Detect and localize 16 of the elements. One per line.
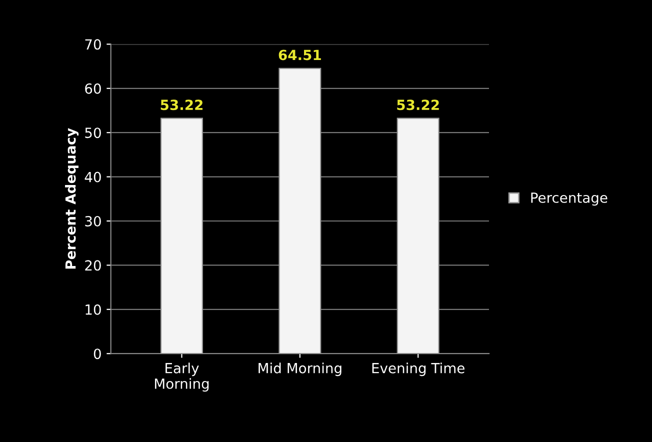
y-tick-label: 20 xyxy=(85,260,101,271)
data-label: 53.22 xyxy=(160,100,203,110)
data-label: 64.51 xyxy=(278,50,321,60)
y-tick-label: 30 xyxy=(85,216,101,226)
y-tick-label: 50 xyxy=(85,128,101,138)
y-tick-label: 60 xyxy=(85,83,101,94)
x-tick-label: Early Morning xyxy=(154,362,209,392)
x-tick-label: Mid Morning xyxy=(258,362,342,376)
x-tick-label: Evening Time xyxy=(372,362,464,376)
y-tick-label: 10 xyxy=(86,304,101,315)
y-tick-label: 70 xyxy=(85,39,101,50)
y-tick-label: 0 xyxy=(94,348,101,360)
data-label: 53.22 xyxy=(397,100,439,110)
y-tick-label: 40 xyxy=(84,172,101,182)
y-axis-title: Percent Adequacy xyxy=(65,128,79,269)
legend-label: Percentage xyxy=(531,192,608,206)
